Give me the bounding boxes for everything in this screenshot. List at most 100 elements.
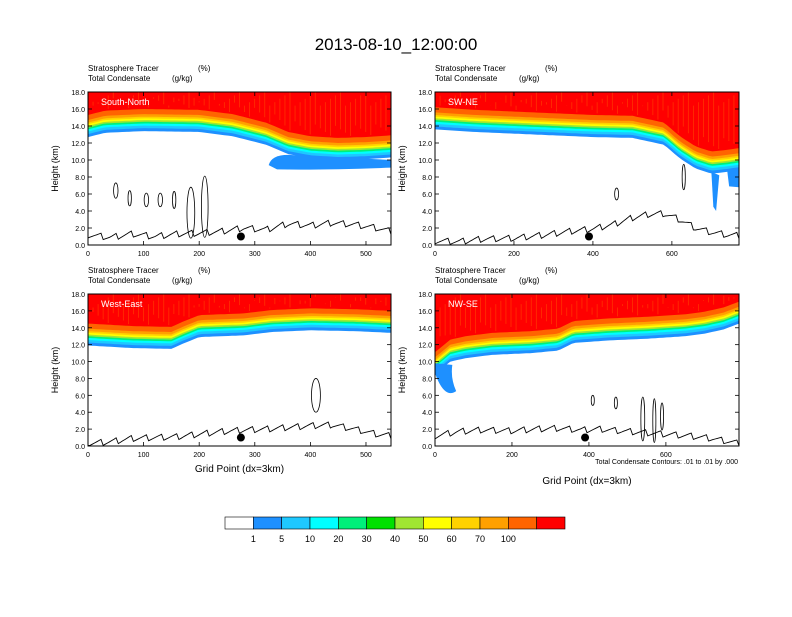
colorbar-label: 100	[501, 534, 516, 544]
terrain-line	[88, 421, 391, 446]
ytick-label: 4.0	[422, 209, 432, 216]
plot-area	[435, 92, 739, 245]
xtick-label: 300	[249, 452, 261, 459]
colorbar-label: 70	[475, 534, 485, 544]
xtick-label: 200	[193, 452, 205, 459]
colorbar-swatch	[309, 516, 339, 530]
subtitle-condensate: Total Condensate	[435, 276, 498, 285]
ytick-label: 8.0	[422, 376, 432, 383]
condensate-contour	[590, 394, 595, 406]
condensate-contour	[614, 187, 619, 201]
ytick-label: 10.0	[71, 360, 85, 367]
condensate-contour	[613, 396, 618, 410]
ytick-label: 16.0	[418, 107, 432, 114]
panels: Stratosphere Tracer (%) Total Condensate (g…	[50, 64, 740, 487]
condensate-contour	[311, 378, 321, 413]
location-marker	[581, 433, 590, 442]
ytick-label: 14.0	[418, 124, 432, 131]
location-marker	[584, 232, 593, 241]
xtick-label: 500	[360, 452, 372, 459]
ylabel: Height (km)	[397, 347, 407, 394]
plot-area	[88, 92, 391, 245]
ytick-label: 4.0	[422, 410, 432, 417]
ytick-label: 4.0	[75, 209, 85, 216]
subtitle-tracer-unit: (%)	[545, 266, 558, 275]
subtitle-condensate-unit: (g/kg)	[172, 74, 193, 83]
tracer-tongue	[268, 154, 391, 170]
ytick-label: 0.0	[422, 243, 432, 250]
xtick-label: 0	[433, 251, 437, 258]
xtick-label: 300	[249, 251, 261, 258]
colorbar-swatch	[224, 516, 254, 530]
ytick-label: 6.0	[75, 192, 85, 199]
colorbar-label: 20	[333, 534, 343, 544]
ytick-label: 16.0	[418, 309, 432, 316]
ytick-label: 14.0	[71, 326, 85, 333]
xtick-label: 500	[360, 251, 372, 258]
colorbar-label: 5	[279, 534, 284, 544]
ytick-label: 18.0	[71, 90, 85, 97]
figure-title: 2013-08-10_12:00:00	[315, 35, 478, 54]
condensate-contour	[681, 163, 686, 191]
panel-frame	[434, 293, 740, 447]
condensate-contour	[127, 190, 132, 207]
panel-frame	[87, 293, 392, 447]
subtitle-condensate: Total Condensate	[88, 74, 151, 83]
xtick-label: 0	[433, 452, 437, 459]
subtitle-tracer-unit: (%)	[545, 64, 558, 73]
xtick-label: 0	[86, 251, 90, 258]
colorbar-label: 1	[251, 534, 256, 544]
panel-frame	[87, 91, 392, 246]
xtick-label: 100	[138, 251, 150, 258]
ytick-label: 0.0	[422, 444, 432, 451]
location-marker	[236, 232, 245, 241]
subtitle-condensate-unit: (g/kg)	[519, 74, 540, 83]
ytick-label: 8.0	[422, 175, 432, 182]
ytick-label: 6.0	[75, 393, 85, 400]
colorbar-label: 10	[305, 534, 315, 544]
subtitle-condensate-unit: (g/kg)	[519, 276, 540, 285]
subtitle-tracer-unit: (%)	[198, 64, 211, 73]
ytick-label: 16.0	[71, 309, 85, 316]
xtick-label: 400	[587, 251, 599, 258]
xlabel: Grid Point (dx=3km)	[542, 476, 631, 487]
xtick-label: 600	[660, 452, 672, 459]
xtick-label: 400	[305, 251, 317, 258]
xtick-label: 200	[508, 251, 520, 258]
xtick-label: 0	[86, 452, 90, 459]
ytick-label: 2.0	[422, 427, 432, 434]
colorbar-label: 30	[362, 534, 372, 544]
colorbar-swatch	[536, 516, 566, 530]
ytick-label: 12.0	[71, 141, 85, 148]
condensate-contour	[186, 186, 196, 239]
xlabel: Grid Point (dx=3km)	[195, 464, 284, 475]
ytick-label: 10.0	[418, 158, 432, 165]
colorbar-swatch	[338, 516, 367, 530]
ytick-label: 16.0	[71, 107, 85, 114]
ytick-label: 6.0	[422, 192, 432, 199]
xtick-label: 400	[583, 452, 595, 459]
xtick-label: 200	[506, 452, 518, 459]
ylabel: Height (km)	[397, 145, 407, 192]
ytick-label: 8.0	[75, 175, 85, 182]
ylabel: Height (km)	[50, 145, 60, 192]
colorbar-swatch	[253, 516, 282, 530]
panel-label: South-North	[101, 97, 150, 107]
condensate-contour	[113, 182, 119, 199]
terrain-line	[435, 210, 739, 245]
plot-area	[435, 294, 739, 446]
colorbar-label: 40	[390, 534, 400, 544]
subtitle-tracer-unit: (%)	[198, 266, 211, 275]
subtitle-tracer: Stratosphere Tracer	[88, 64, 159, 73]
tracer-plume	[727, 168, 739, 188]
ytick-label: 18.0	[418, 90, 432, 97]
colorbar-swatch	[451, 516, 481, 530]
subtitle-tracer: Stratosphere Tracer	[435, 266, 506, 275]
panel-sw-ne: Stratosphere Tracer (%) Total Condensate (g…	[397, 64, 740, 258]
colorbar-swatch	[423, 516, 452, 530]
subtitle-condensate: Total Condensate	[435, 74, 498, 83]
subtitle-condensate-unit: (g/kg)	[172, 276, 193, 285]
ytick-label: 0.0	[75, 444, 85, 451]
